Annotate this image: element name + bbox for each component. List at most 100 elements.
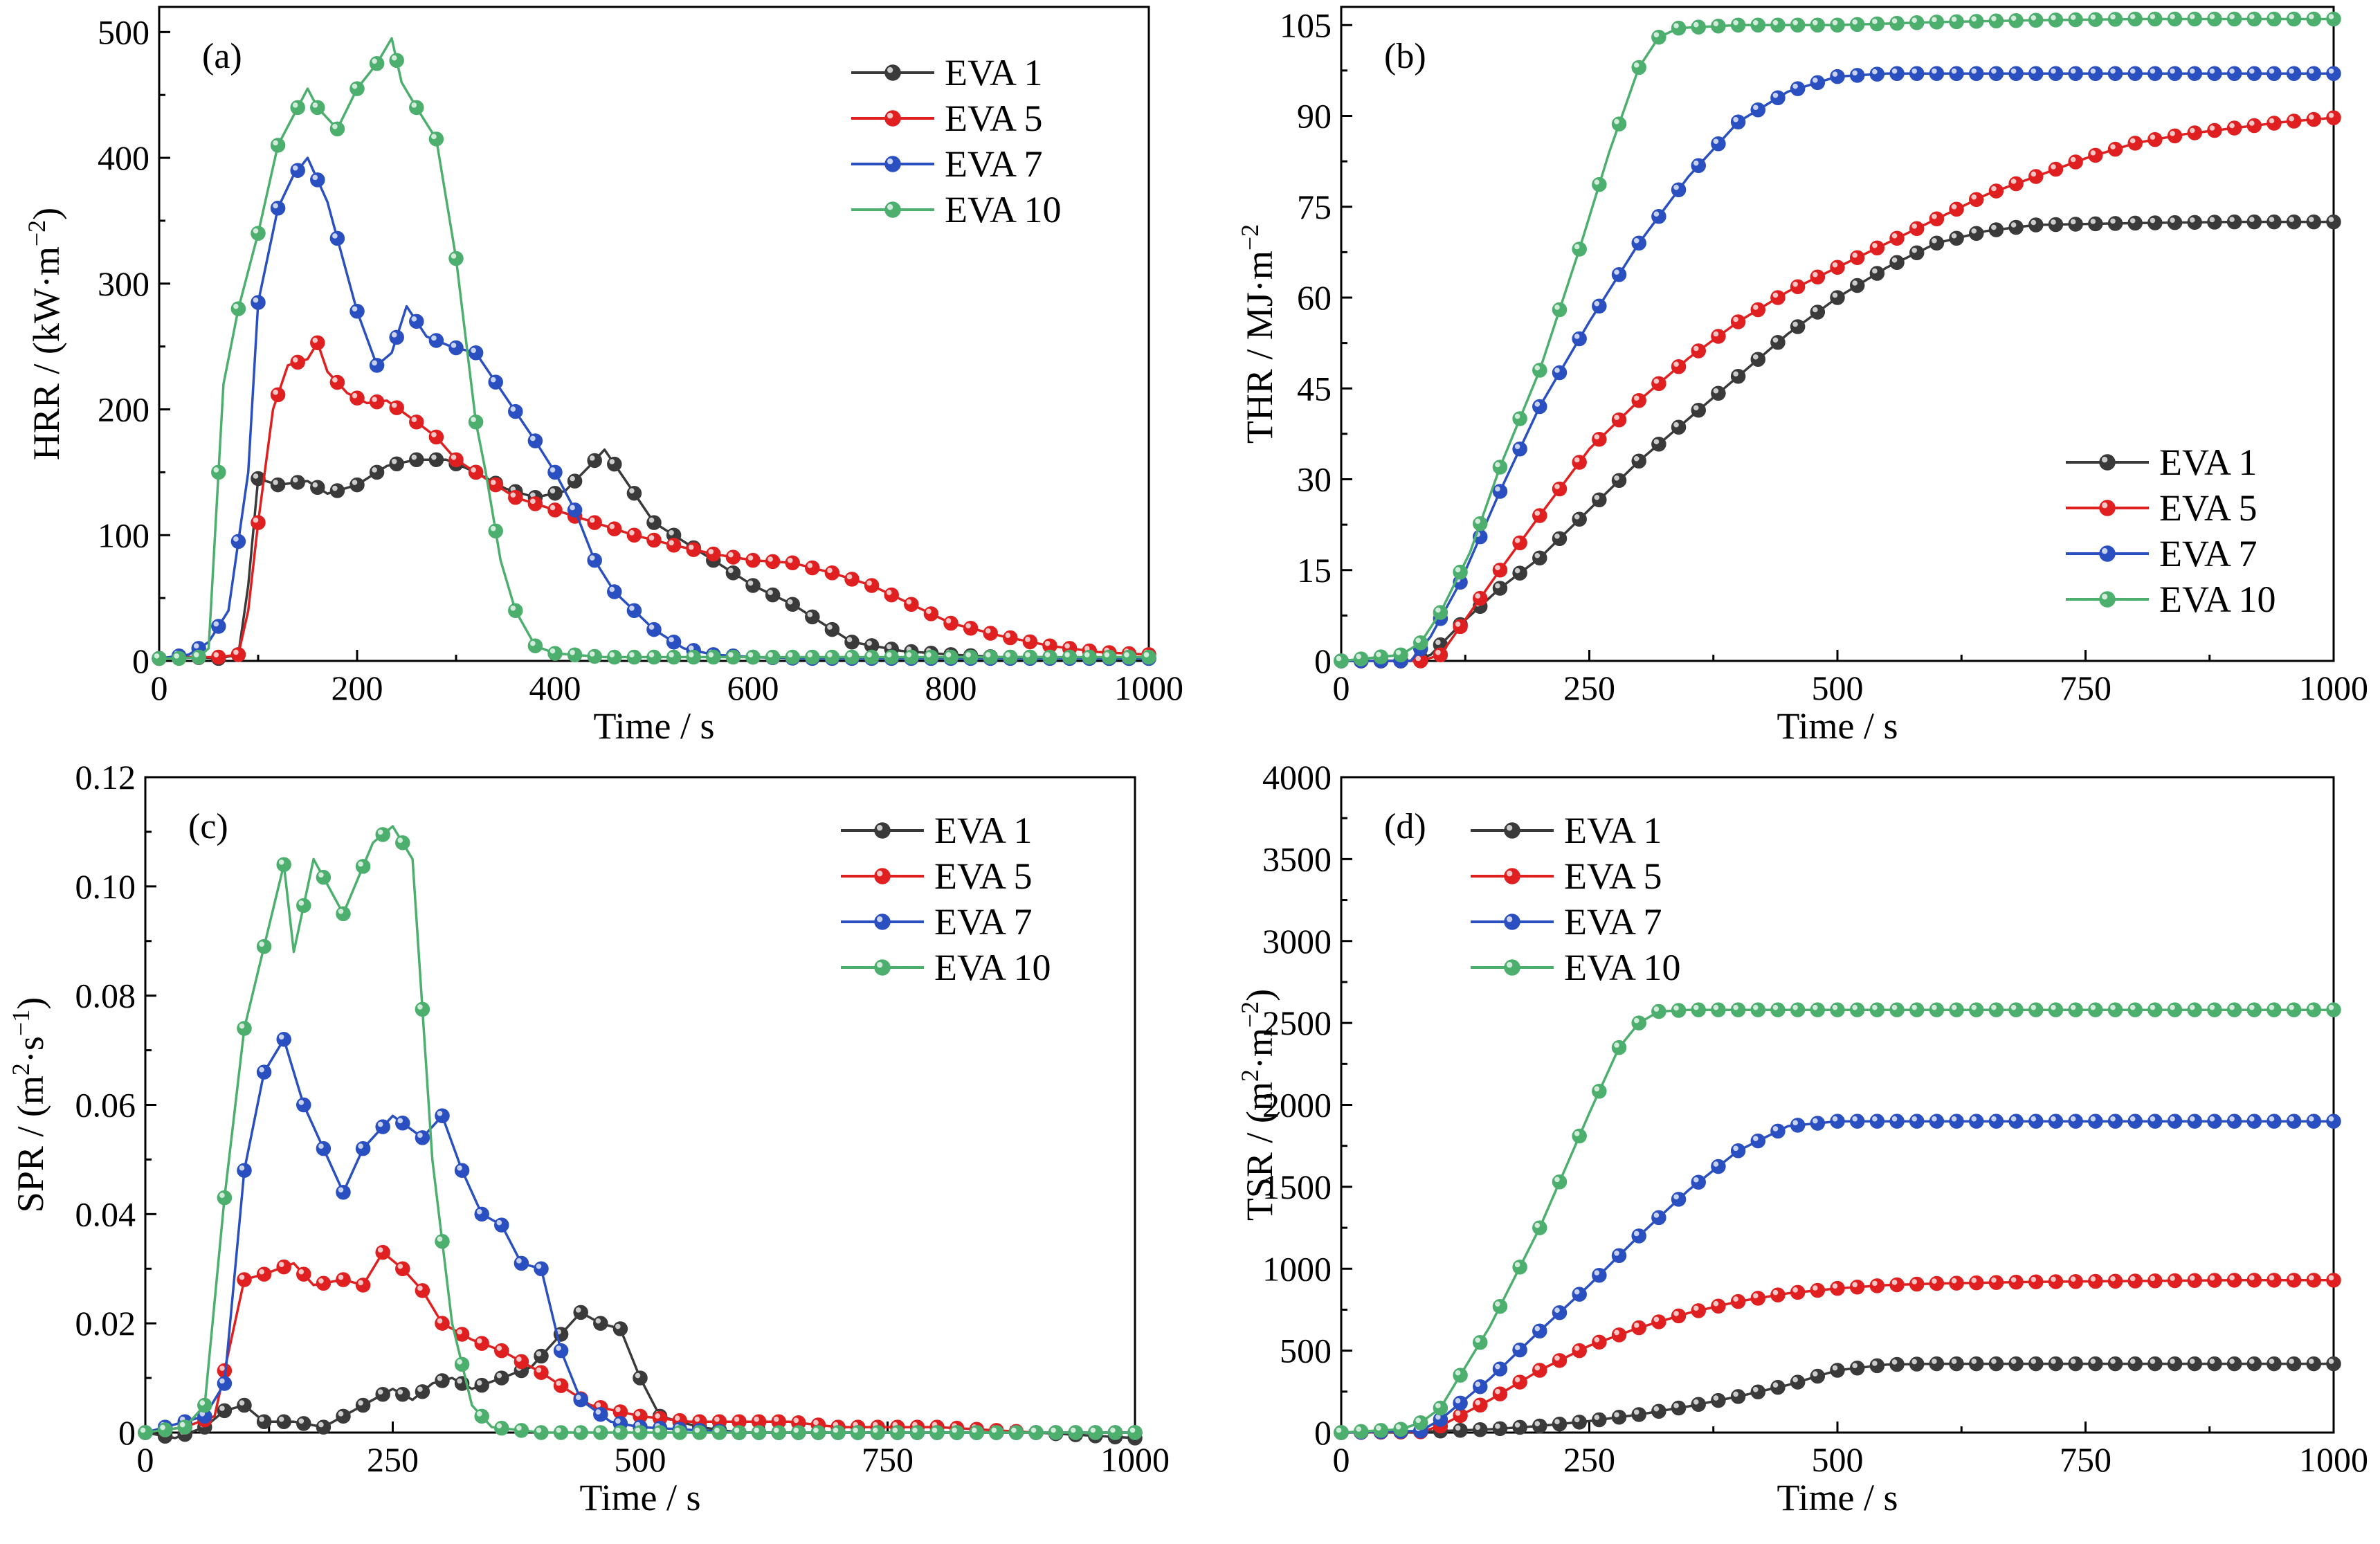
data-point-highlight [886, 590, 892, 595]
data-point [316, 1275, 331, 1291]
data-point [494, 1217, 509, 1233]
y-tick-label: 4000 [1262, 758, 1332, 797]
data-point-highlight [1673, 23, 1679, 28]
data-point [732, 1425, 747, 1440]
data-point-highlight [615, 1418, 621, 1424]
data-point [1062, 649, 1078, 665]
data-point-highlight [219, 1406, 225, 1411]
data-point-highlight [1991, 1004, 1997, 1010]
data-point-highlight [549, 488, 556, 493]
data-point [1730, 17, 1746, 33]
data-point-highlight [2209, 1275, 2215, 1281]
y-tick-label: 500 [98, 12, 149, 51]
data-point-highlight [1733, 116, 1738, 122]
x-axis-title: Time / s [579, 1477, 700, 1518]
data-point [1770, 90, 1786, 105]
data-point [2048, 12, 2064, 28]
data-point-highlight [1005, 652, 1011, 657]
data-point [553, 1343, 569, 1359]
data-point [1611, 1327, 1627, 1343]
data-point-highlight [549, 467, 556, 473]
data-point-highlight [1752, 354, 1759, 360]
data-point-highlight [2010, 68, 2017, 74]
data-point-highlight [1614, 118, 1619, 125]
data-point [593, 1425, 608, 1440]
data-point [1042, 649, 1057, 665]
data-point [2107, 141, 2123, 157]
data-point [310, 480, 325, 495]
data-point [1929, 1114, 1945, 1129]
data-point-highlight [1534, 1421, 1541, 1426]
data-point-highlight [906, 599, 912, 605]
data-point [2326, 110, 2341, 125]
panel-1: 0 250 500 750 1000 0 15 30 45 60 75 90 105 Time / s TH… [1236, 6, 2368, 747]
data-point [1830, 1114, 1845, 1129]
data-point-highlight [1911, 1359, 1918, 1365]
data-point-highlight [536, 1427, 542, 1433]
data-point [1003, 649, 1018, 665]
data-point-highlight [1772, 1004, 1779, 1010]
data-point-highlight [451, 253, 457, 259]
data-point [587, 515, 602, 530]
series-line [158, 156, 1149, 660]
data-point [1552, 1416, 1568, 1432]
data-point [626, 485, 642, 501]
data-point [1770, 1287, 1786, 1302]
data-point [276, 1259, 291, 1275]
data-point-highlight [391, 332, 397, 338]
data-point [593, 1316, 608, 1331]
data-point-highlight [2031, 1276, 2037, 1282]
data-point [1572, 1343, 1587, 1359]
data-point-highlight [2090, 1004, 2096, 1010]
legend-marker [874, 822, 891, 839]
y-tick-label: 0.10 [75, 867, 136, 906]
data-point-highlight [1554, 1177, 1560, 1183]
data-point-highlight [2209, 68, 2215, 74]
data-point [2187, 1273, 2202, 1289]
data-point [2267, 11, 2282, 27]
data-point [2286, 214, 2302, 230]
data-point-highlight [1932, 1359, 1937, 1364]
data-point-highlight [1693, 405, 1699, 411]
data-point-highlight [490, 525, 496, 532]
data-point [1532, 1323, 1547, 1338]
data-point-highlight [496, 1372, 502, 1379]
data-point-highlight [1673, 361, 1679, 367]
data-point-highlight [1991, 1277, 1997, 1283]
data-point-highlight [1554, 367, 1560, 373]
data-point-highlight [1673, 1194, 1679, 1200]
y-tick-label: 0.04 [75, 1195, 136, 1233]
data-point-highlight [595, 1409, 601, 1415]
data-point-highlight [669, 637, 674, 643]
data-point [983, 626, 998, 641]
data-point-highlight [1872, 1280, 1878, 1287]
data-point-highlight [1991, 185, 1997, 192]
data-point [2008, 176, 2024, 192]
data-point [2226, 214, 2242, 230]
data-point-highlight [872, 1427, 878, 1433]
data-point-highlight [2170, 14, 2175, 19]
data-point [1691, 19, 1706, 35]
legend-label: EVA 1 [2159, 442, 2258, 483]
data-point-highlight [2328, 1116, 2334, 1122]
data-point-highlight [338, 1187, 344, 1193]
data-point-highlight [174, 653, 179, 659]
data-point [2028, 12, 2044, 28]
data-point-highlight [965, 652, 971, 657]
series-line [158, 341, 1150, 660]
data-point [1830, 260, 1845, 275]
data-point [587, 453, 602, 469]
data-point-highlight [1514, 413, 1520, 419]
data-point-highlight [1594, 1086, 1600, 1092]
legend-marker [884, 156, 901, 172]
y-tick-label: 1000 [1262, 1249, 1332, 1288]
data-point [1949, 14, 1964, 30]
data-point-highlight [1124, 652, 1129, 657]
data-point [514, 1423, 529, 1438]
data-point [2048, 217, 2064, 233]
data-point-highlight [2269, 1359, 2275, 1364]
data-point-highlight [1475, 1399, 1481, 1406]
data-point-highlight [2129, 138, 2136, 144]
data-point-highlight [2010, 1004, 2017, 1010]
data-point-highlight [714, 1427, 720, 1433]
